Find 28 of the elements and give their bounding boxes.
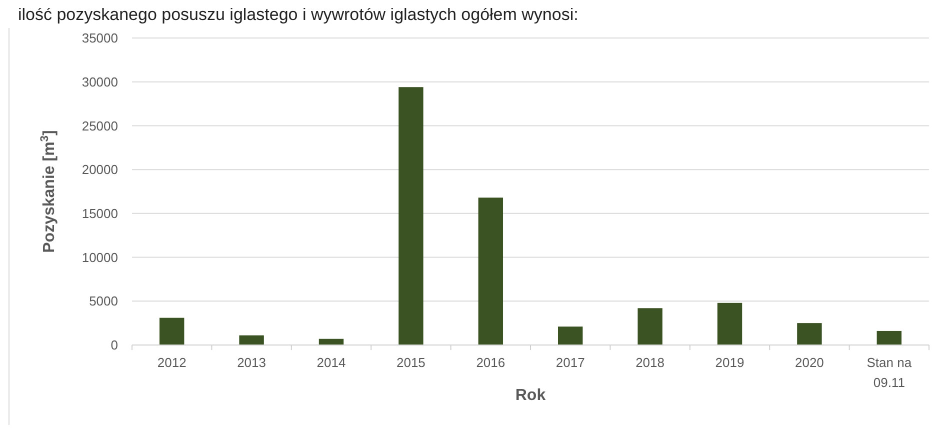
- bar: [717, 302, 742, 345]
- y-tick-label: 5000: [89, 294, 118, 309]
- x-tick-label: 2020: [794, 355, 824, 370]
- y-tick-label: 30000: [82, 74, 118, 90]
- bar: [159, 318, 184, 345]
- bar: [558, 326, 583, 345]
- bar: [876, 330, 902, 345]
- y-tick-label: 25000: [82, 118, 118, 134]
- x-tick-label: 2015: [396, 355, 426, 370]
- x-tick-label: 2016: [476, 355, 506, 370]
- x-tick-label: 2013: [237, 355, 266, 370]
- y-tick-label: 0: [110, 338, 118, 353]
- x-axis-title: Rok: [515, 387, 546, 404]
- y-tick-label: 20000: [82, 162, 118, 178]
- bar: [638, 308, 662, 345]
- x-tick-label: 2019: [715, 355, 744, 370]
- bar: [797, 323, 822, 345]
- bar: [239, 335, 264, 345]
- x-tick-label: 2012: [157, 355, 186, 370]
- x-tick-label: 2017: [556, 355, 585, 370]
- y-tick-label: 35000: [82, 30, 118, 46]
- x-tick-label: 2018: [636, 355, 665, 370]
- x-tick-label: Stan na 09.11: [866, 355, 912, 390]
- y-tick-label: 15000: [82, 206, 118, 221]
- bar: [478, 198, 504, 345]
- x-tick-label: 2014: [316, 355, 346, 370]
- y-tick-label: 10000: [82, 250, 118, 265]
- bar: [398, 87, 424, 345]
